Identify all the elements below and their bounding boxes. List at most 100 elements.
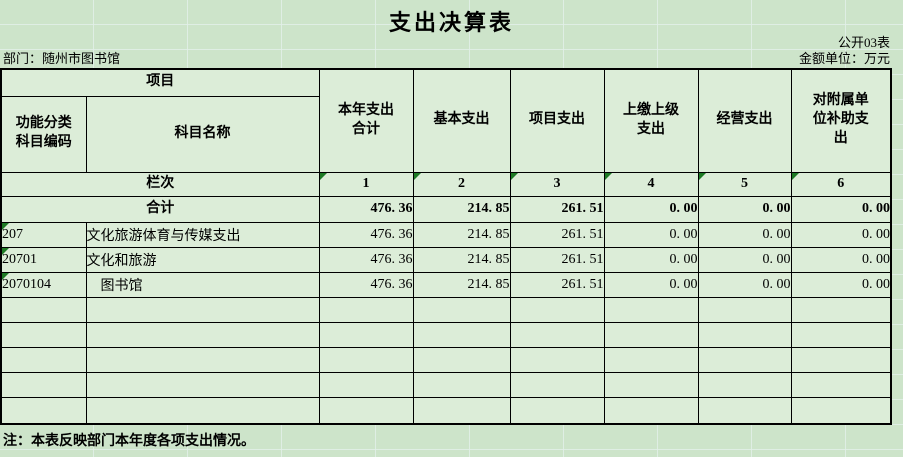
empty-cell[interactable]: [318, 296, 414, 323]
empty-cell[interactable]: [318, 346, 414, 373]
empty-cell[interactable]: [85, 371, 320, 398]
empty-cell[interactable]: [603, 321, 699, 348]
value-cell[interactable]: 0. 00: [790, 271, 892, 298]
empty-cell[interactable]: [0, 371, 87, 398]
lane-cell[interactable]: 4: [603, 171, 699, 197]
empty-cell[interactable]: [412, 321, 511, 348]
table-row: 栏次 1 2 3 4 5 6: [0, 171, 892, 197]
value-cell[interactable]: 261. 51: [509, 221, 605, 248]
empty-cell[interactable]: [318, 371, 414, 398]
table-row: 项目 本年支出 合计 基本支出 项目支出 上缴上级 支出 经营支出 对附属单 位…: [0, 68, 892, 173]
unit-label: 金额单位：万元: [798, 51, 890, 66]
empty-row: [0, 371, 892, 398]
subject-name-cell[interactable]: 图书馆: [85, 271, 320, 298]
total-cell[interactable]: 476. 36: [318, 195, 414, 223]
lane-cell[interactable]: 3: [509, 171, 605, 197]
empty-cell[interactable]: [318, 321, 414, 348]
page-title: 支出决算表: [388, 10, 514, 35]
value-cell[interactable]: 214. 85: [412, 271, 511, 298]
empty-cell[interactable]: [412, 346, 511, 373]
header-col-basic[interactable]: 基本支出: [412, 68, 511, 173]
empty-cell[interactable]: [790, 396, 892, 425]
empty-cell[interactable]: [603, 396, 699, 425]
total-cell[interactable]: 214. 85: [412, 195, 511, 223]
empty-cell[interactable]: [85, 321, 320, 348]
empty-cell[interactable]: [85, 296, 320, 323]
lane-cell[interactable]: 6: [790, 171, 892, 197]
empty-cell[interactable]: [509, 321, 605, 348]
empty-row: [0, 321, 892, 348]
value-cell[interactable]: 214. 85: [412, 246, 511, 273]
header-col-year-total[interactable]: 本年支出 合计: [318, 68, 414, 173]
value-cell[interactable]: 0. 00: [603, 246, 699, 273]
empty-cell[interactable]: [697, 346, 792, 373]
empty-cell[interactable]: [85, 346, 320, 373]
empty-cell[interactable]: [0, 296, 87, 323]
header-col-operating[interactable]: 经营支出: [697, 68, 792, 173]
empty-cell[interactable]: [790, 296, 892, 323]
empty-row: [0, 296, 892, 323]
value-cell[interactable]: 0. 00: [603, 221, 699, 248]
empty-cell[interactable]: [85, 396, 320, 425]
cell-flag-icon: [699, 173, 706, 180]
value-cell[interactable]: 0. 00: [697, 221, 792, 248]
empty-cell[interactable]: [790, 371, 892, 398]
value-cell[interactable]: 476. 36: [318, 246, 414, 273]
empty-cell[interactable]: [790, 321, 892, 348]
empty-cell[interactable]: [603, 371, 699, 398]
header-code[interactable]: 功能分类 科目编码: [0, 95, 87, 173]
subject-name-cell[interactable]: 文化旅游体育与传媒支出: [85, 221, 320, 248]
empty-cell[interactable]: [412, 296, 511, 323]
empty-cell[interactable]: [603, 346, 699, 373]
value-cell[interactable]: 476. 36: [318, 221, 414, 248]
empty-cell[interactable]: [697, 371, 792, 398]
value-cell[interactable]: 476. 36: [318, 271, 414, 298]
total-cell[interactable]: 0. 00: [603, 195, 699, 223]
total-cell[interactable]: 0. 00: [790, 195, 892, 223]
empty-cell[interactable]: [509, 346, 605, 373]
empty-cell[interactable]: [412, 396, 511, 425]
value-cell[interactable]: 0. 00: [697, 271, 792, 298]
lane-cell[interactable]: 2: [412, 171, 511, 197]
value-cell[interactable]: 0. 00: [697, 246, 792, 273]
code-cell[interactable]: 2070104: [0, 271, 87, 298]
value-cell[interactable]: 0. 00: [790, 246, 892, 273]
empty-cell[interactable]: [697, 296, 792, 323]
header-col-subsidy[interactable]: 对附属单 位补助支 出: [790, 68, 892, 173]
lane-label[interactable]: 栏次: [0, 171, 320, 197]
cell-flag-icon: [2, 223, 9, 230]
header-col-upper-level[interactable]: 上缴上级 支出: [603, 68, 699, 173]
empty-cell[interactable]: [603, 296, 699, 323]
header-col-project-exp[interactable]: 项目支出: [509, 68, 605, 173]
empty-cell[interactable]: [790, 346, 892, 373]
lane-cell[interactable]: 5: [697, 171, 792, 197]
total-cell[interactable]: 0. 00: [697, 195, 792, 223]
header-name[interactable]: 科目名称: [85, 95, 320, 173]
empty-cell[interactable]: [509, 296, 605, 323]
expenditure-table: 项目 本年支出 合计 基本支出 项目支出 上缴上级 支出 经营支出 对附属单 位…: [0, 68, 892, 425]
value-cell[interactable]: 0. 00: [603, 271, 699, 298]
empty-cell[interactable]: [697, 321, 792, 348]
header-project[interactable]: 项目: [0, 68, 320, 97]
empty-cell[interactable]: [509, 396, 605, 425]
empty-cell[interactable]: [509, 371, 605, 398]
code-cell[interactable]: 20701: [0, 246, 87, 273]
empty-cell[interactable]: [318, 396, 414, 425]
subject-name-cell[interactable]: 文化和旅游: [85, 246, 320, 273]
value-cell[interactable]: 0. 00: [790, 221, 892, 248]
empty-cell[interactable]: [0, 396, 87, 425]
value-cell[interactable]: 261. 51: [509, 246, 605, 273]
value-cell[interactable]: 214. 85: [412, 221, 511, 248]
value-cell[interactable]: 261. 51: [509, 271, 605, 298]
cell-flag-icon: [414, 173, 421, 180]
total-row: 合计 476. 36 214. 85 261. 51 0. 00 0. 00 0…: [0, 195, 892, 223]
empty-cell[interactable]: [0, 346, 87, 373]
total-cell[interactable]: 261. 51: [509, 195, 605, 223]
table-row: 20701 文化和旅游 476. 36 214. 85 261. 51 0. 0…: [0, 246, 892, 273]
total-label[interactable]: 合计: [0, 195, 320, 223]
code-cell[interactable]: 207: [0, 221, 87, 248]
lane-cell[interactable]: 1: [318, 171, 414, 197]
empty-cell[interactable]: [412, 371, 511, 398]
empty-cell[interactable]: [697, 396, 792, 425]
empty-cell[interactable]: [0, 321, 87, 348]
